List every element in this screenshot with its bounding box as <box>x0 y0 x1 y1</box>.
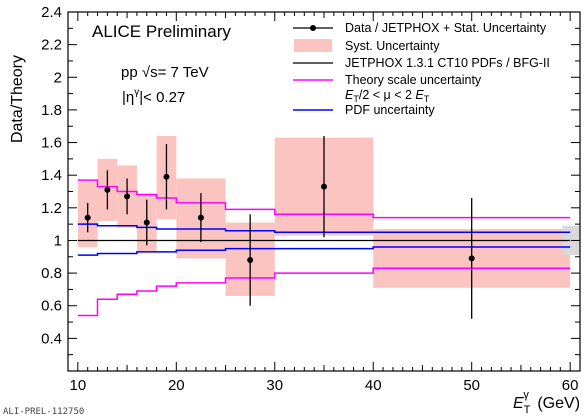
chart-title: ALICE Preliminary <box>92 22 231 41</box>
legend-item-syst: Syst. Uncertainty <box>294 39 440 53</box>
legend-item-data: Data / JETPHOX + Stat. Uncertainty <box>293 21 547 35</box>
y-tick-label-8: 2 <box>54 69 62 86</box>
data-point-5 <box>197 214 204 221</box>
data-point-4 <box>163 173 170 180</box>
legend-label-scale: Theory scale uncertainty <box>345 73 482 87</box>
legend-item-pdf: PDF uncertainty <box>293 103 435 117</box>
data-point-7 <box>321 183 327 190</box>
footer-label: ALI-PREL-112750 <box>3 407 84 417</box>
legend-data-marker <box>310 25 316 31</box>
x-tick-label-4: 50 <box>463 377 480 394</box>
y-tick-label-1: 0.6 <box>41 298 62 315</box>
scale-uncertainty-lower-line <box>77 267 571 317</box>
y-tick-label-3: 1 <box>54 232 62 249</box>
data-point-3 <box>143 219 150 226</box>
data-point-1 <box>104 186 111 193</box>
legend-label-jetphox: JETPHOX 1.3.1 CT10 PDFs / BFG-II <box>345 56 550 70</box>
plot-area <box>77 136 580 319</box>
legend-label-scale-range: ET/2 < μ < 2 ET <box>345 88 430 104</box>
y-tick-label-7: 1.8 <box>41 102 62 119</box>
data-point-6 <box>247 257 254 264</box>
legend-item-jetphox: JETPHOX 1.3.1 CT10 PDFs / BFG-II <box>293 56 550 70</box>
x-tick-label-0: 10 <box>70 377 87 394</box>
legend: Data / JETPHOX + Stat. Uncertainty Syst.… <box>293 21 550 117</box>
legend-item-scale: Theory scale uncertainty <box>293 73 482 87</box>
x-tick-label-5: 60 <box>562 377 579 394</box>
data-point-0 <box>84 214 91 221</box>
legend-syst-swatch <box>294 39 332 52</box>
y-tick-label-5: 1.4 <box>41 167 62 184</box>
legend-label-syst: Syst. Uncertainty <box>345 39 440 53</box>
y-tick-label-6: 1.6 <box>41 135 62 152</box>
plot-content <box>77 136 580 319</box>
energy-annotation: pp √s= 7 TeV <box>121 64 209 81</box>
legend-label-pdf: PDF uncertainty <box>345 103 435 117</box>
data-point-2 <box>124 193 131 200</box>
x-tick-label-3: 40 <box>365 377 382 394</box>
axis-ticks: 0.4 0.6 0.8 1 1.2 1.4 1.6 1.8 2 2.2 2.4 10 20 30 40 50 6… <box>41 4 580 394</box>
legend-label-data: Data / JETPHOX + Stat. Uncertainty <box>345 21 547 35</box>
data-point-8 <box>468 255 475 262</box>
y-tick-label-2: 0.8 <box>41 265 62 282</box>
y-tick-label-9: 2.2 <box>41 37 62 54</box>
pdf-uncertainty-lower-line <box>77 246 571 256</box>
pdf-uncertainty-upper-line <box>77 223 571 234</box>
y-tick-label-10: 2.4 <box>41 4 62 21</box>
rapidity-annotation: |ηγ|< 0.27 <box>122 87 185 106</box>
x-tick-label-1: 20 <box>168 377 185 394</box>
legend-item-scale-range: ET/2 < μ < 2 ET <box>345 88 430 104</box>
y-axis-title: Data/Theory <box>9 55 26 143</box>
x-tick-label-2: 30 <box>266 377 283 394</box>
y-tick-label-4: 1.2 <box>41 200 62 217</box>
y-tick-label-0: 0.4 <box>41 330 62 347</box>
x-axis-title: ETγ (GeV) <box>513 389 580 416</box>
